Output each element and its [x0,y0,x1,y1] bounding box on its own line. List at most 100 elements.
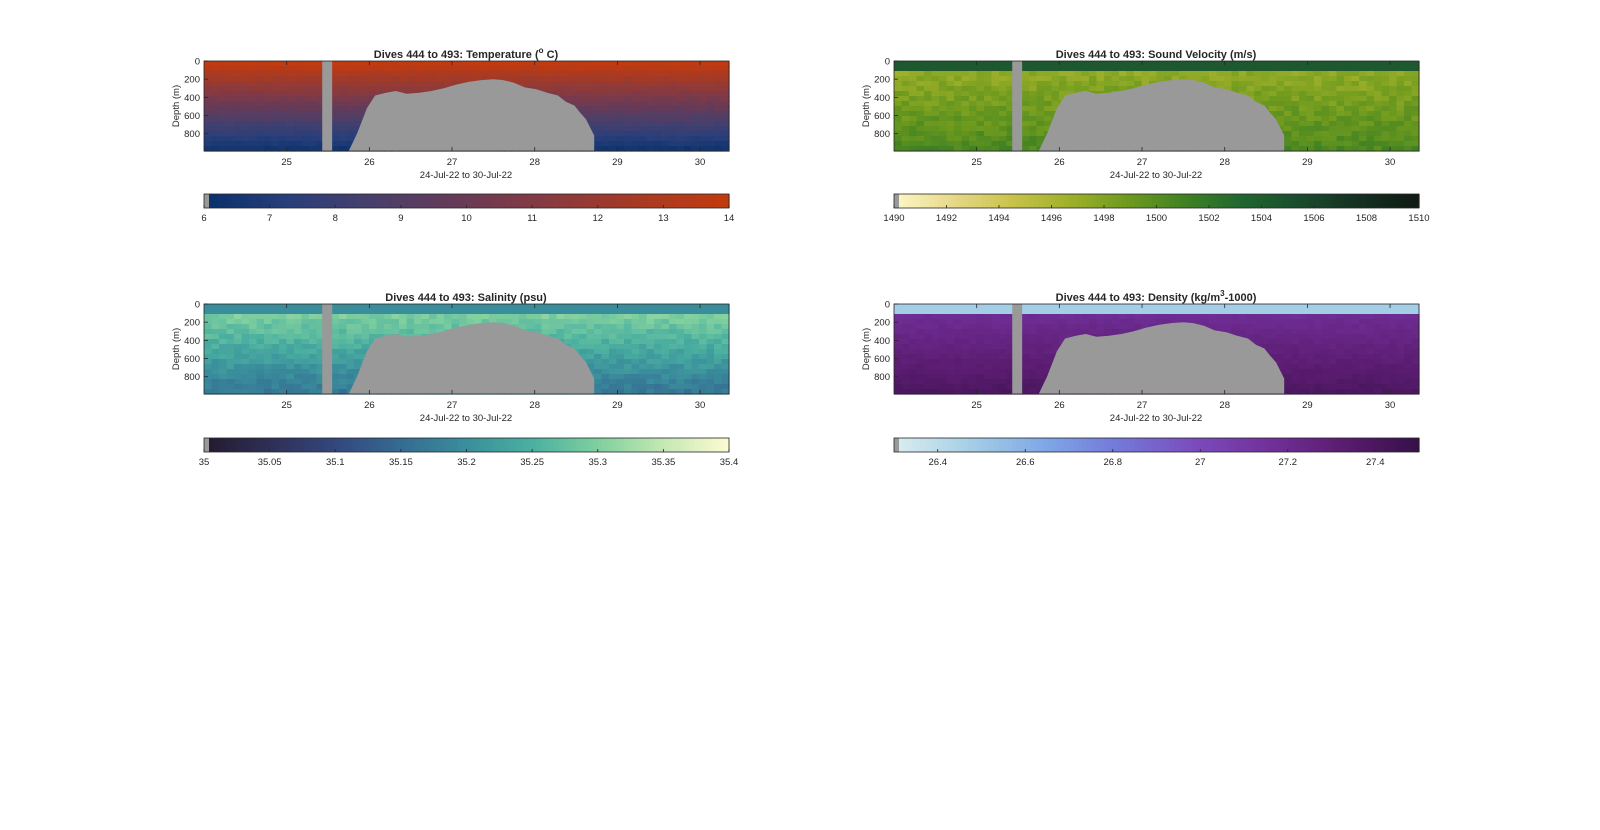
heatmap-cell [1411,141,1420,147]
heatmap-column [234,61,243,152]
heatmap-cell [721,121,730,127]
heatmap-cell [676,131,685,137]
heatmap-cell [969,304,978,310]
heatmap-cell [624,364,633,370]
heatmap-cell [489,309,498,315]
heatmap-cell [271,359,280,365]
heatmap-cell [1276,76,1285,82]
heatmap-cell [264,121,273,127]
heatmap-cell [211,136,220,142]
heatmap-cell [369,319,378,325]
heatmap-cell [699,116,708,122]
colorbar-swatch [239,194,244,208]
heatmap-cell [706,96,715,102]
heatmap-cell [219,319,228,325]
heatmap-cell [316,71,325,77]
colorbar-swatch [379,438,384,452]
colorbar-swatch [628,438,634,452]
heatmap-cell [249,354,258,360]
colorbar-swatch [505,194,511,208]
heatmap-column [894,61,903,152]
heatmap-cell [646,81,655,87]
x-tick-label: 30 [695,400,706,411]
heatmap-cell [1051,71,1060,77]
heatmap-cell [241,304,250,310]
heatmap-cell [969,96,978,102]
heatmap-cell [721,96,730,102]
heatmap-cell [594,141,603,147]
colorbar-swatch [702,438,708,452]
heatmap-cell [924,309,933,315]
heatmap-cell [286,384,295,390]
heatmap-cell [1381,96,1390,102]
heatmap-cell [571,101,580,107]
heatmap-cell [691,389,700,395]
heatmap-cell [586,116,595,122]
heatmap-cell [1074,314,1083,320]
heatmap-column [1299,61,1308,152]
heatmap-cell [624,324,633,330]
colorbar-swatch [1265,194,1271,208]
colorbar-swatch [1384,194,1389,208]
heatmap-cell [646,121,655,127]
heatmap-cell [631,111,640,117]
colorbar-swatch [440,438,446,452]
heatmap-cell [466,304,475,310]
heatmap-cell [1344,131,1353,137]
heatmap-cell [234,359,243,365]
heatmap-cell [894,116,903,122]
heatmap-cell [931,76,940,82]
heatmap-cell [406,81,415,87]
heatmap-cell [661,106,670,112]
heatmap-cell [406,329,415,335]
colorbar-swatch [484,194,489,208]
colorbar-tick-label: 13 [658,213,669,224]
heatmap-cell [534,61,543,67]
colorbar-swatch [440,194,446,208]
heatmap-cell [346,141,355,147]
heatmap-cell [916,344,925,350]
colorbar-swatch [1090,194,1096,208]
heatmap-cell [354,111,363,117]
heatmap-cell [1036,101,1045,107]
heatmap-cell [1306,126,1315,132]
colorbar-swatch [985,194,991,208]
heatmap-cell [1044,81,1053,87]
heatmap-cell [1396,106,1405,112]
heatmap-cell [631,146,640,152]
colorbar-swatch [1020,194,1026,208]
heatmap-cell [1224,81,1233,87]
heatmap-cell [909,389,918,395]
heatmap-cell [1374,66,1383,72]
heatmap-cell [601,101,610,107]
colorbar-swatch [1370,194,1376,208]
heatmap-cell [301,304,310,310]
heatmap-cell [1036,111,1045,117]
heatmap-cell [346,334,355,340]
colorbar-swatch [295,438,301,452]
heatmap-cell [691,101,700,107]
heatmap-cell [376,76,385,82]
heatmap-cell [541,329,550,335]
heatmap-cell [211,146,220,152]
colorbar-tick-label: 1504 [1251,213,1272,224]
heatmap-cell [1021,389,1030,395]
heatmap-cell [279,101,288,107]
heatmap-cell [1359,76,1368,82]
heatmap-cell [624,101,633,107]
colorbar-swatch [1139,194,1144,208]
heatmap-cell [1216,76,1225,82]
heatmap-cell [234,369,243,375]
heatmap-cell [894,71,903,77]
colorbar-swatch [313,194,319,208]
heatmap-cell [1299,96,1308,102]
heatmap-cell [1209,76,1218,82]
heatmap-cell [616,389,625,395]
heatmap-cell [616,61,625,67]
heatmap-cell [211,81,220,87]
heatmap-cell [639,349,648,355]
heatmap-cell [414,66,423,72]
heatmap-cell [609,384,618,390]
heatmap-cell [901,76,910,82]
colorbar-swatch [387,438,393,452]
